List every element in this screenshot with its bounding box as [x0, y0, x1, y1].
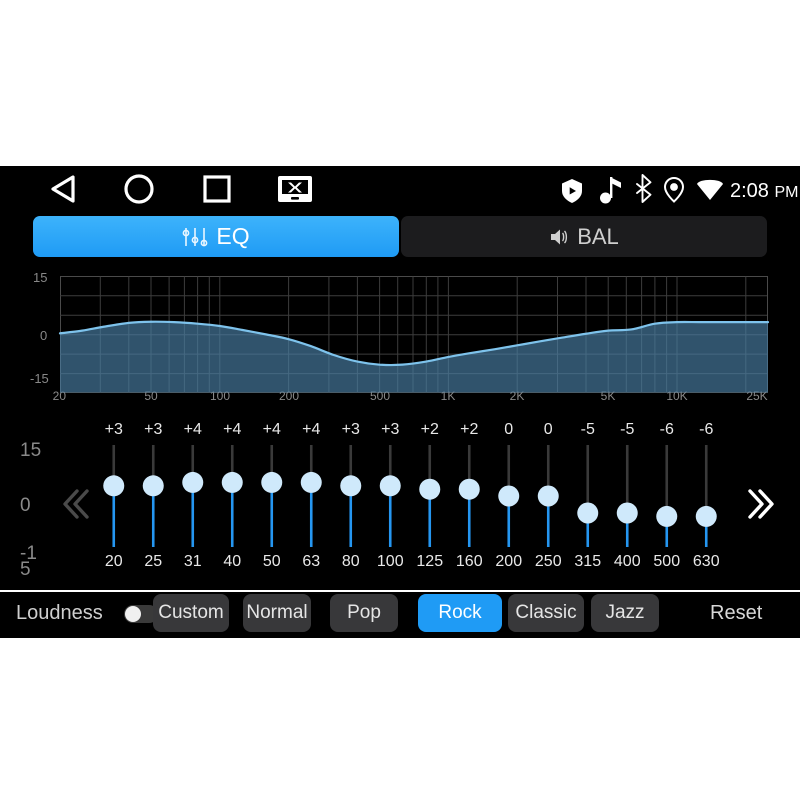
svg-text:+3: +3	[381, 421, 399, 438]
svg-text:630: 630	[693, 553, 720, 570]
svg-text:+4: +4	[223, 421, 241, 438]
svg-text:-6: -6	[699, 421, 713, 438]
svg-text:+4: +4	[263, 421, 281, 438]
svg-text:50: 50	[263, 553, 281, 570]
svg-text:31: 31	[184, 553, 202, 570]
svg-text:80: 80	[342, 553, 360, 570]
svg-text:0: 0	[544, 421, 553, 438]
svg-text:63: 63	[302, 553, 320, 570]
svg-text:-6: -6	[660, 421, 674, 438]
svg-text:0: 0	[40, 328, 47, 343]
svg-text:40: 40	[223, 553, 241, 570]
svg-text:100: 100	[377, 553, 404, 570]
svg-text:500: 500	[653, 553, 680, 570]
svg-text:125: 125	[416, 553, 443, 570]
svg-text:+2: +2	[421, 421, 439, 438]
svg-text:160: 160	[456, 553, 483, 570]
svg-text:+3: +3	[342, 421, 360, 438]
svg-text:20: 20	[105, 553, 123, 570]
svg-text:315: 315	[574, 553, 601, 570]
svg-text:+3: +3	[144, 421, 162, 438]
svg-text:-15: -15	[30, 371, 49, 386]
svg-text:0: 0	[20, 495, 31, 516]
svg-text:5: 5	[20, 559, 31, 580]
svg-text:200: 200	[495, 553, 522, 570]
svg-text:0: 0	[504, 421, 513, 438]
svg-text:15: 15	[33, 270, 47, 285]
svg-text:-5: -5	[581, 421, 595, 438]
svg-text:+3: +3	[105, 421, 123, 438]
svg-text:400: 400	[614, 553, 641, 570]
svg-text:+4: +4	[184, 421, 202, 438]
svg-text:+2: +2	[460, 421, 478, 438]
svg-text:+4: +4	[302, 421, 320, 438]
svg-text:25: 25	[144, 553, 162, 570]
svg-text:250: 250	[535, 553, 562, 570]
svg-text:15: 15	[20, 440, 41, 461]
svg-text:-5: -5	[620, 421, 634, 438]
